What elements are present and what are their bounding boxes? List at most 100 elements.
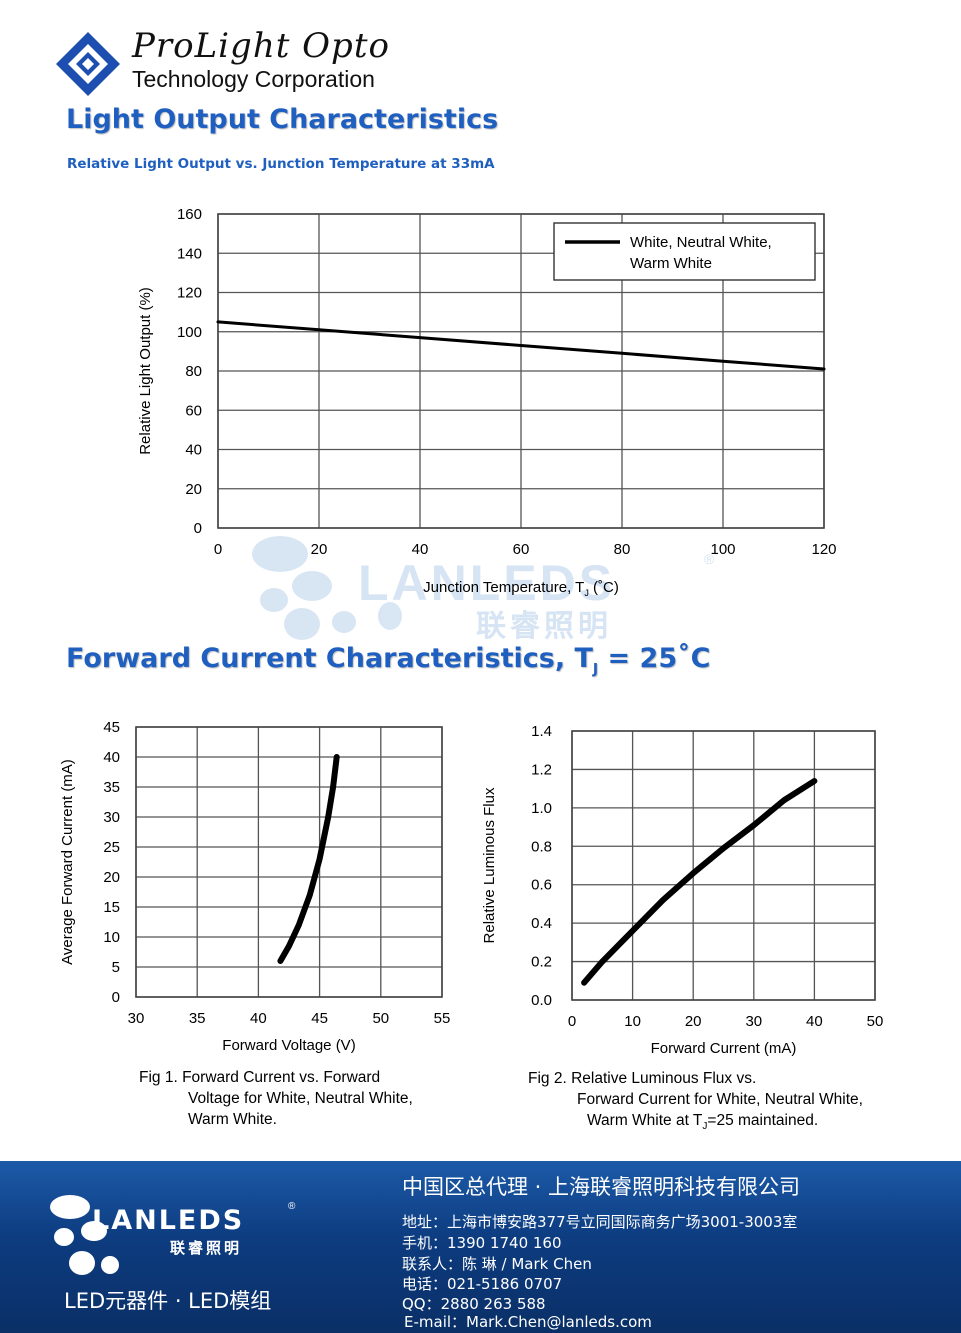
- chart1-xtick-label: 120: [811, 541, 836, 558]
- section2-title-main: Forward Current Characteristics, T: [66, 643, 593, 674]
- fig2-caption-line3: Warm White at TJ=25 maintained.: [528, 1110, 863, 1137]
- section2-title-tail: = 25˚C: [598, 643, 711, 674]
- lanleds-dots-icon: [50, 1195, 119, 1275]
- chart2-series-line: [277, 754, 340, 964]
- fig2-caption-line3-b: =25 maintained.: [707, 1112, 819, 1129]
- footer-brand: LANLEDS: [92, 1205, 245, 1236]
- light-output-chart: 0 20 40 60 80 100 120 0 20 40 60 80 100 120 140 160 Junc…: [137, 206, 837, 598]
- chart2-xtick-label: 50: [372, 1010, 389, 1027]
- chart2-ytick-label: 40: [103, 749, 120, 766]
- chart2-ytick-label: 45: [103, 719, 120, 736]
- footer-brand-cn: 联睿照明: [170, 1239, 243, 1257]
- fig2-caption-line3-sub: J: [702, 1121, 708, 1133]
- footer-email[interactable]: E-mail：Mark.Chen@lanleds.com: [404, 1313, 652, 1331]
- section1-title: Light Output Characteristics: [66, 104, 499, 135]
- chart2-xtick-label: 45: [311, 1010, 328, 1027]
- chart1-ytick-label: 160: [177, 206, 202, 223]
- chart3-ytick-label: 1.0: [531, 800, 552, 817]
- chart3-xtick-label: 50: [867, 1013, 884, 1030]
- chart3-ytick-label: 0.2: [531, 954, 552, 971]
- chart3-xlabel: Forward Current (mA): [651, 1040, 797, 1057]
- chart2-ytick-label: 10: [103, 929, 120, 946]
- chart2-ytick-label: 5: [112, 959, 120, 976]
- company-name: ProLight Opto: [132, 26, 390, 66]
- chart1-ytick-label: 0: [194, 520, 202, 537]
- chart3-series-line: [581, 778, 818, 986]
- chart3-ytick-label: 0.6: [531, 877, 552, 894]
- chart1-legend-box: [553, 222, 816, 281]
- chart1-ytick-label: 40: [185, 442, 202, 459]
- chart1-xtick-label: 80: [614, 541, 631, 558]
- footer-title: 中国区总代理 · 上海联睿照明科技有限公司: [402, 1175, 801, 1199]
- chart2-ytick-label: 0: [112, 989, 120, 1006]
- chart3-xtick-label: 20: [685, 1013, 702, 1030]
- fig1-caption-line1: Fig 1. Forward Current vs. Forward: [139, 1069, 381, 1086]
- chart3-ylabel: Relative Luminous Flux: [481, 787, 498, 943]
- chart3-xtick-label: 40: [806, 1013, 823, 1030]
- footer-reg: ®: [288, 1201, 296, 1212]
- company-subtitle: Technology Corporation: [132, 66, 375, 92]
- chart2-ytick-label: 35: [103, 779, 120, 796]
- chart3-ytick-label: 0.0: [531, 992, 552, 1009]
- chart1-ylabel: Relative Light Output (%): [137, 287, 154, 455]
- footer-phone: 电话：021-5186 0707: [402, 1275, 563, 1293]
- fig1-caption: Fig 1. Forward Current vs. Forward Volta…: [139, 1067, 413, 1130]
- section2-title-sub: J: [592, 661, 599, 678]
- footer-contact: 联系人：陈 琳 / Mark Chen: [402, 1255, 592, 1273]
- fig1-caption-line2: Voltage for White, Neutral White,: [188, 1090, 413, 1107]
- chart3-plot-frame: [571, 730, 876, 1001]
- watermark-brand: LANLEDS: [358, 555, 615, 611]
- chart3-ytick-label: 1.2: [531, 761, 552, 778]
- chart2-ytick-label: 15: [103, 899, 120, 916]
- section2-title: Forward Current Characteristics, TJ = 25…: [66, 643, 710, 677]
- fig2-caption: Fig 2. Relative Luminous Flux vs. Forwar…: [528, 1068, 863, 1137]
- chart3-xtick-label: 0: [568, 1013, 576, 1030]
- chart2-ytick-label: 20: [103, 869, 120, 886]
- fig2-caption-line3-a: Warm White at T: [587, 1112, 703, 1129]
- forward-current-voltage-chart: 30 35 40 45 50 55 0 5 10 15 20 25 30 35 40 45 Forward Vo…: [59, 719, 451, 1054]
- chart1-series-line: [216, 320, 826, 371]
- fig2-caption-line2: Forward Current for White, Neutral White…: [577, 1091, 863, 1108]
- footer-tagline: LED元器件 · LED模组: [64, 1289, 272, 1313]
- fig2-caption-line1: Fig 2. Relative Luminous Flux vs.: [528, 1070, 757, 1087]
- chart2-ytick-label: 25: [103, 839, 120, 856]
- watermark-dots-icon: [252, 536, 402, 640]
- lanleds-watermark: LANLEDS 联睿照明 ®: [252, 536, 715, 643]
- chart2-xtick-label: 55: [434, 1010, 451, 1027]
- chart3-xtick-label: 30: [745, 1013, 762, 1030]
- prolight-logo-icon: [56, 32, 120, 96]
- chart1-ytick-label: 100: [177, 324, 202, 341]
- footer-mobile: 手机：1390 1740 160: [402, 1234, 562, 1252]
- chart1-legend-line1: White, Neutral White,: [630, 234, 772, 251]
- section1-subtitle: Relative Light Output vs. Junction Tempe…: [67, 156, 495, 172]
- chart3-ytick-label: 0.4: [531, 915, 552, 932]
- chart2-plot-frame: [135, 726, 443, 998]
- chart1-legend-line2: Warm White: [630, 255, 712, 272]
- chart3-xtick-label: 10: [624, 1013, 641, 1030]
- watermark-brand-cn: 联睿照明: [476, 610, 612, 643]
- chart2-xtick-label: 30: [128, 1010, 145, 1027]
- chart1-ytick-label: 80: [185, 363, 202, 380]
- chart1-plot-frame: [217, 213, 825, 529]
- luminous-flux-chart: 0 10 20 30 40 50 0.0 0.2 0.4 0.6 0.8 1.0 1.2 1.4 Forwa…: [481, 723, 884, 1057]
- chart2-xlabel: Forward Voltage (V): [222, 1037, 355, 1054]
- chart1-xtick-label: 40: [412, 541, 429, 558]
- footer-qq: QQ：2880 263 588: [402, 1295, 546, 1313]
- chart2-xtick-label: 35: [189, 1010, 206, 1027]
- chart1-xtick-label: 100: [710, 541, 735, 558]
- chart1-ytick-label: 120: [177, 285, 202, 302]
- chart2-xtick-label: 40: [250, 1010, 267, 1027]
- chart1-xtick-label: 20: [311, 541, 328, 558]
- watermark-reg: ®: [704, 551, 715, 567]
- chart1-ytick-label: 60: [185, 402, 202, 419]
- chart3-ytick-label: 1.4: [531, 723, 552, 740]
- chart1-xtick-label: 0: [214, 541, 222, 558]
- chart3-ytick-label: 0.8: [531, 838, 552, 855]
- chart1-xtick-label: 60: [513, 541, 530, 558]
- footer-banner: LANLEDS ® 联睿照明 LED元器件 · LED模组 中国区总代理 · 上…: [0, 1161, 961, 1333]
- chart1-ytick-label: 20: [185, 481, 202, 498]
- chart2-ytick-label: 30: [103, 809, 120, 826]
- footer-address: 地址：上海市博安路377号立同国际商务广场3001-3003室: [402, 1213, 798, 1231]
- fig1-caption-line3: Warm White.: [188, 1111, 277, 1128]
- chart1-xlabel: Junction Temperature, TJ (˚C): [423, 579, 619, 598]
